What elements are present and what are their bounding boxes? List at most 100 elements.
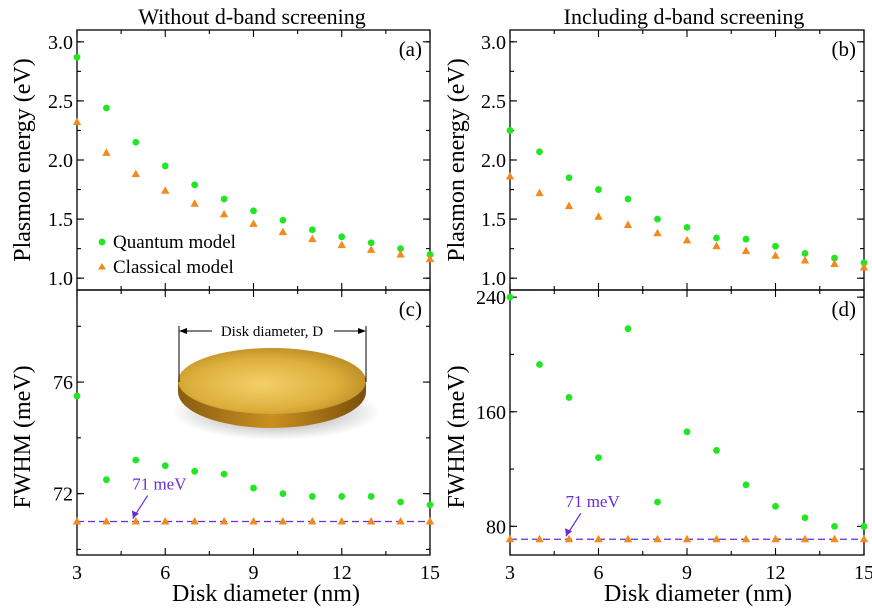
point-quantum-b [536,148,543,156]
point-quantum-b [831,254,838,262]
x-tick-label-d: 12 [766,562,786,584]
point-classical-b [564,201,574,210]
y-tick-label-a: 1.0 [48,268,73,290]
point-quantum-c [132,456,140,464]
point-quantum-b [860,259,868,267]
x-tick-label-d: 15 [854,562,872,584]
panel-c: 3 6 9 12 15 72 76 (c) 71 meV [53,289,440,584]
point-quantum-a [367,239,375,247]
point-quantum-d [506,293,514,301]
point-quantum-b [772,242,779,250]
point-classical-b [535,188,544,197]
xlabel-panel-c: Disk diameter (nm) [172,581,360,607]
point-classical-d [682,534,692,543]
y-tick-label-b: 1.0 [481,268,506,290]
y-tick-label-d: 160 [476,402,506,424]
point-classical-c [337,517,346,525]
point-classical-c [219,517,229,525]
point-quantum-c [220,470,228,478]
point-classical-a [190,199,199,207]
point-classical-d [564,534,574,543]
point-quantum-a [338,233,346,241]
point-quantum-b [713,234,720,242]
point-classical-b [712,241,721,250]
ylabel-panel-c: FWHM (meV) [10,365,36,508]
title-panel-b: Including d-band screening [564,4,805,29]
point-classical-a [161,186,170,194]
point-classical-a [219,209,229,218]
plot-frame-b [509,29,865,291]
point-classical-c [366,517,376,525]
point-quantum-c [279,490,287,498]
inset-label: Disk diameter, D [221,324,323,340]
inset-gold-disk: Disk diameter, D [172,322,380,440]
legend-marker-quantum [98,238,106,246]
y-tick-label-a: 2.0 [48,150,73,172]
legend: Quantum model Classical model [98,232,236,278]
plot-frame-d [509,289,865,556]
point-quantum-a [73,53,81,61]
point-classical-c [425,517,435,525]
point-quantum-d [565,394,573,401]
point-classical-d [594,534,603,543]
point-quantum-a [308,226,316,234]
y-tick-label-b: 1.5 [481,209,506,231]
y-tick-label-b: 2.0 [481,150,506,172]
point-quantum-c [191,467,199,475]
point-quantum-b [624,195,632,203]
point-quantum-c [426,501,434,509]
point-quantum-c [397,498,404,506]
point-classical-b [771,251,780,259]
point-classical-d [800,534,810,543]
point-quantum-a [426,251,434,258]
point-classical-a [131,169,141,178]
inset-label-background [212,322,334,340]
x-tick-label-c: 15 [420,562,440,584]
point-classical-c [396,517,405,525]
x-tick-label-d: 6 [594,562,604,584]
point-classical-a [278,227,288,236]
inset-arrowhead-left [179,328,187,334]
legend-marker-classical [98,263,106,270]
point-quantum-d [772,502,779,510]
point-quantum-a [103,104,110,112]
point-quantum-c [308,493,316,500]
point-classical-a [308,234,317,243]
point-classical-d [741,534,751,543]
point-quantum-d [536,361,543,368]
point-classical-d [859,534,869,543]
point-quantum-b [654,215,661,223]
point-quantum-a [397,245,404,253]
x-tick-label-d: 9 [682,562,692,584]
point-classical-b [505,172,515,180]
point-classical-c [131,517,141,525]
reference-label-d: 71 meV [565,492,620,511]
point-classical-d [653,534,662,543]
point-classical-d [712,534,721,543]
point-classical-b [741,246,751,254]
panel-a: 1.0 1.5 2.0 2.5 3.0 (a) [48,29,435,291]
point-quantum-d [624,325,632,333]
y-tick-label-c: 72 [53,484,73,506]
point-quantum-a [191,181,199,189]
y-tick-label-d: 240 [476,287,506,309]
point-classical-c [102,517,111,525]
y-tick-label-a: 2.5 [48,91,73,113]
point-quantum-b [565,174,573,182]
panel-d: 3 6 9 12 15 80 160 240 (d) 71 meV [476,287,872,584]
point-classical-d [623,534,633,543]
y-tick-label-b: 2.5 [481,91,506,113]
legend-label-quantum: Quantum model [113,232,236,253]
y-tick-label-a: 3.0 [48,32,73,54]
point-quantum-d [742,481,750,489]
point-classical-d [505,534,515,543]
disk-top [178,348,366,414]
point-quantum-d [801,514,809,522]
point-quantum-c [161,462,169,470]
point-classical-c [249,517,258,525]
point-quantum-b [595,186,602,193]
point-classical-b [859,263,869,271]
panel-label-a: (a) [399,37,422,61]
panel-label-b: (b) [832,37,857,61]
